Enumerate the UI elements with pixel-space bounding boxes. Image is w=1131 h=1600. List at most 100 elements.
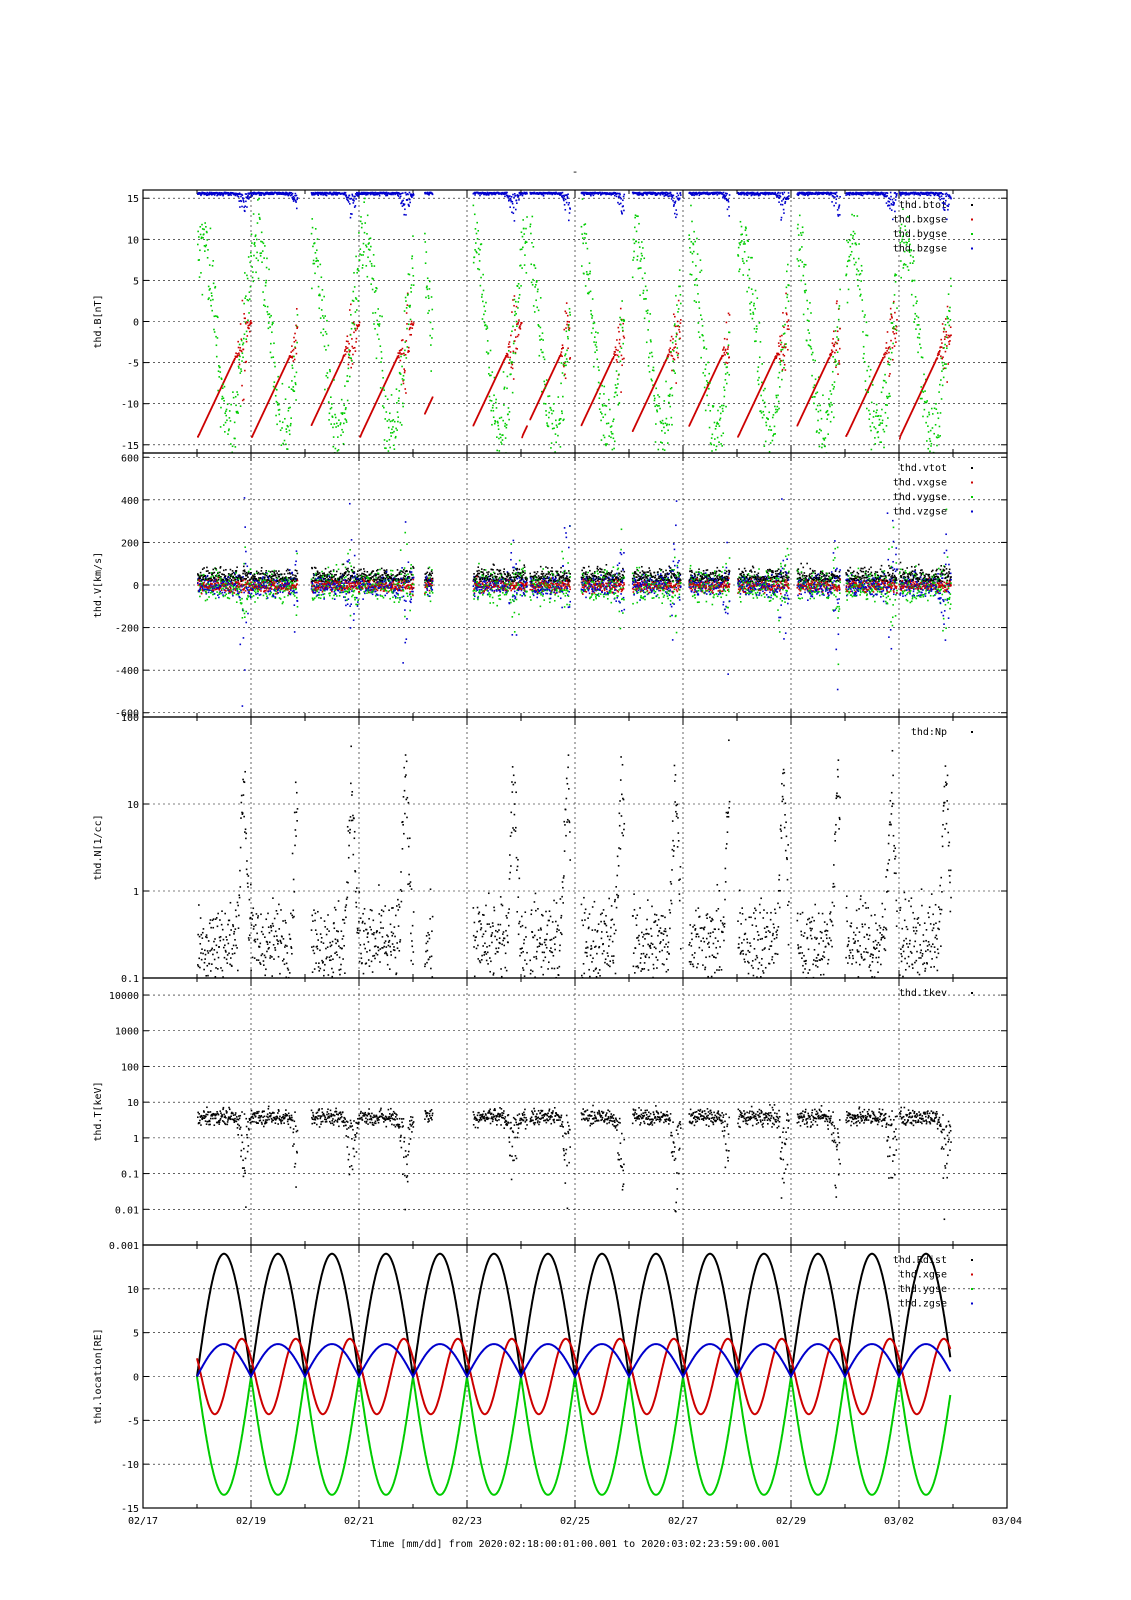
point-bx <box>557 358 560 360</box>
point-bx <box>565 312 568 314</box>
point-by <box>311 287 313 290</box>
point-by <box>562 363 565 366</box>
point-by <box>713 444 715 446</box>
point-by <box>534 267 537 269</box>
point-by <box>532 246 535 248</box>
point-by <box>523 227 525 230</box>
point-bz <box>344 194 347 196</box>
point-bx <box>563 362 566 364</box>
point-bz <box>787 198 789 200</box>
point-by <box>679 302 682 305</box>
point-bx <box>233 359 236 361</box>
point-by <box>808 332 811 334</box>
point-by <box>813 384 816 386</box>
point-by <box>724 373 727 375</box>
point-by <box>380 357 383 360</box>
point-bx <box>564 377 567 380</box>
point-bx <box>782 346 785 349</box>
point-by <box>398 397 400 400</box>
point-by <box>315 260 317 263</box>
point-by <box>539 326 542 329</box>
point-bx <box>781 334 783 337</box>
point-by <box>707 404 710 407</box>
point-bz <box>242 197 244 200</box>
point-by <box>555 424 558 427</box>
point-by <box>224 430 226 433</box>
point-by <box>835 360 837 363</box>
panel-0: -15-10-5051015thd.B[nT]thd.btotthd.bxgse… <box>93 189 1008 454</box>
point-by <box>585 271 588 273</box>
point-by <box>424 241 427 243</box>
point-by <box>488 366 490 369</box>
point-bz <box>797 194 800 197</box>
point-by <box>701 318 703 321</box>
point-by <box>601 412 603 415</box>
point-by <box>351 299 354 302</box>
point-by <box>497 428 500 431</box>
point-by <box>381 405 384 407</box>
point-bz <box>614 192 617 194</box>
point-by <box>659 407 661 410</box>
point-by <box>785 286 788 289</box>
point-bx <box>511 363 514 366</box>
point-by <box>270 356 273 359</box>
point-bx <box>348 342 350 345</box>
point-bx <box>616 339 618 341</box>
point-by <box>725 405 727 408</box>
point-by <box>592 322 595 325</box>
point-by <box>488 395 491 398</box>
point-bz <box>756 193 758 196</box>
point-by <box>813 402 815 405</box>
point-bx <box>881 358 884 361</box>
point-by <box>886 395 888 398</box>
point-by <box>760 394 762 397</box>
point-by <box>879 441 881 444</box>
point-by <box>669 387 672 390</box>
point-bz <box>668 195 670 197</box>
point-by <box>644 272 646 275</box>
point-bz <box>834 193 837 195</box>
point-bx <box>727 312 730 315</box>
point-by <box>600 419 602 422</box>
point-by <box>559 422 561 425</box>
point-bx <box>237 346 240 349</box>
point-by <box>566 360 569 363</box>
point-by <box>510 373 512 375</box>
point-by <box>697 293 699 295</box>
point-bx <box>782 353 785 356</box>
point-by <box>852 230 855 233</box>
point-by <box>809 339 812 341</box>
point-bx <box>408 328 411 331</box>
point-bz <box>295 201 297 203</box>
point-bx <box>564 310 567 313</box>
point-by <box>580 225 583 228</box>
point-bx <box>836 300 838 302</box>
point-by <box>856 268 858 271</box>
point-by <box>327 344 330 347</box>
point-by <box>328 412 331 415</box>
point-by <box>747 240 749 243</box>
point-by <box>677 311 679 313</box>
point-by <box>585 233 588 235</box>
point-by <box>597 366 600 368</box>
point-bx <box>403 371 406 374</box>
point-by <box>888 357 890 360</box>
point-by <box>240 370 243 372</box>
point-bz <box>778 197 781 199</box>
point-by <box>238 367 240 369</box>
point-by <box>248 312 250 314</box>
point-by <box>869 425 872 428</box>
point-bz <box>674 212 676 215</box>
point-bx <box>403 352 405 355</box>
point-bx <box>618 338 621 341</box>
point-by <box>695 264 697 267</box>
point-bz <box>410 193 413 196</box>
point-bz <box>241 194 244 196</box>
point-bx <box>566 314 569 317</box>
point-bx <box>405 392 407 394</box>
point-by <box>430 344 432 346</box>
point-by <box>204 245 207 248</box>
point-by <box>407 293 409 296</box>
point-by <box>758 356 761 359</box>
point-bx <box>355 341 357 343</box>
